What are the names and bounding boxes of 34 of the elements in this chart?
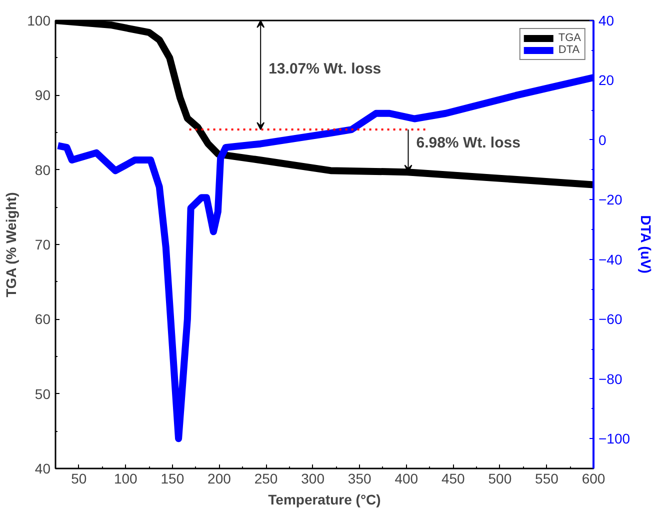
x-tick-label: 300 xyxy=(301,470,325,486)
y2-tick-label: −60 xyxy=(598,311,622,328)
x-tick-label: 600 xyxy=(582,470,606,486)
y-tick-label: 60 xyxy=(34,311,51,328)
x-tick-label: 400 xyxy=(394,470,418,486)
x-tick-label: 200 xyxy=(208,470,232,486)
legend-label: DTA xyxy=(558,44,580,56)
y2-tick-label: 20 xyxy=(598,72,614,88)
x-tick-label: 150 xyxy=(160,470,184,486)
y2-tick-label: −20 xyxy=(598,192,622,208)
annotation: 13.07% Wt. loss xyxy=(268,60,382,78)
y-tick-label: 50 xyxy=(34,386,51,402)
annotation: 6.98% Wt. loss xyxy=(416,134,520,152)
legend-label: TGA xyxy=(558,32,581,44)
y2-tick-label: −100 xyxy=(598,430,630,447)
y-tick-label: 40 xyxy=(34,460,51,476)
y2-tick-label: 0 xyxy=(598,132,606,148)
y2-axis-title: DTA (uV) xyxy=(638,215,654,274)
y2-tick-label: 40 xyxy=(598,12,614,28)
x-tick-label: 350 xyxy=(348,470,372,486)
y2-tick-label: −80 xyxy=(598,370,622,387)
y2-tick-label: −40 xyxy=(598,251,622,268)
x-tick-label: 550 xyxy=(535,470,559,486)
y-tick-label: 90 xyxy=(34,87,51,104)
x-axis-title: Temperature (°C) xyxy=(268,492,381,508)
x-tick-label: 50 xyxy=(71,470,87,486)
x-tick-label: 250 xyxy=(254,470,278,486)
y-tick-label: 80 xyxy=(34,162,51,178)
y-axis-title: TGA (% Weight) xyxy=(3,192,20,298)
y-tick-label: 70 xyxy=(34,236,51,252)
y-tick-label: 100 xyxy=(27,12,51,28)
x-tick-label: 450 xyxy=(441,470,466,486)
x-tick-label: 500 xyxy=(488,470,512,486)
x-tick-label: 100 xyxy=(114,470,138,486)
